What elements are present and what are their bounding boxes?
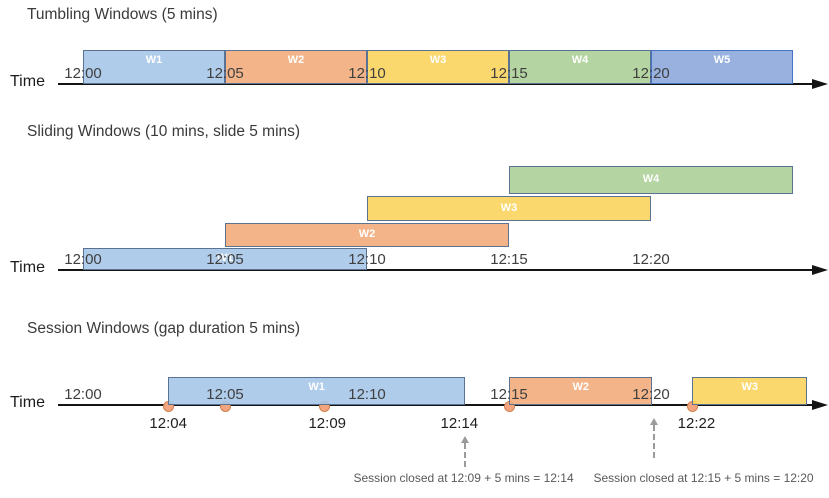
session-callout-text: Session closed at 12:15 + 5 mins = 12:20 [593,471,814,485]
session-callout-text: Session closed at 12:09 + 5 mins = 12:14 [353,471,574,485]
tumbling-window-w1 [83,50,225,84]
tumbling-window-label-w3: W3 [429,54,447,66]
sliding-tick-label: 12:20 [632,251,670,268]
sliding-timeline-axis [58,269,812,271]
sliding-time-axis-label: Time [10,259,45,276]
tumbling-tick-label: 12:15 [490,65,528,82]
sliding-title: Sliding Windows (10 mins, slide 5 mins) [27,123,301,140]
tumbling-title: Tumbling Windows (5 mins) [27,6,218,23]
sliding-window-label-w2: W2 [358,228,376,240]
sliding-window-label-w3: W3 [500,201,518,214]
sliding-axis-arrowhead-icon [812,265,828,275]
tumbling-window-w2 [225,50,367,84]
sliding-window-w3 [367,196,651,221]
tumbling-window-label-w5: W5 [713,54,731,66]
tumbling-tick-label: 12:00 [64,65,102,82]
tumbling-tick-label: 12:05 [206,65,244,82]
tumbling-tick-label: 12:10 [348,65,386,82]
session-tick-label: 12:20 [632,386,670,403]
sliding-window-label-w4: W4 [642,173,660,185]
session-axis-arrowhead-icon [812,400,828,410]
session-timeline-axis [58,404,812,406]
tumbling-timeline-axis [58,83,812,85]
session-tick-label: 12:10 [348,386,386,403]
session-title: Session Windows (gap duration 5 mins) [27,320,301,337]
session-window-w1 [168,377,465,405]
sliding-window-w2 [225,223,509,247]
sliding-window-w1 [83,248,367,270]
session-window-w2 [509,377,653,405]
session-event-time-label: 12:04 [149,415,187,432]
session-callout-arrow-shaft [463,443,466,467]
tumbling-window-label-w1: W1 [145,54,163,66]
session-tick-label: 12:00 [64,386,102,403]
session-window-label-w2: W2 [572,381,589,393]
sliding-tick-label: 12:10 [348,251,386,268]
tumbling-window-w3 [367,50,509,84]
tumbling-axis-arrowhead-icon [812,79,828,89]
session-window-label-w1: W1 [308,381,325,393]
tumbling-window-label-w4: W4 [571,54,589,66]
tumbling-tick-label: 12:20 [632,65,670,82]
session-event-time-label: 12:22 [677,415,716,432]
sliding-tick-label: 12:00 [64,251,102,268]
tumbling-window-w5 [651,50,793,84]
tumbling-time-axis-label: Time [10,73,45,90]
session-event-time-label: 12:09 [308,415,347,432]
tumbling-window-label-w2: W2 [287,54,305,66]
session-time-axis-label: Time [10,394,45,411]
session-window-w3 [692,377,808,405]
session-callout-arrow-shaft [652,425,655,458]
session-window-label-w3: W3 [741,381,758,393]
tumbling-window-w4 [509,50,651,84]
sliding-tick-label: 12:15 [490,251,528,268]
session-callout-arrow-head-icon [649,418,658,425]
sliding-window-w4 [509,166,793,194]
session-event-time-label: 12:14 [440,415,479,432]
sliding-window-label-w1: W1 [216,252,234,264]
session-callout-arrow-head-icon [460,436,469,443]
sliding-tick-label: 12:05 [206,251,244,268]
session-tick-label: 12:05 [206,386,244,403]
session-tick-label: 12:15 [490,386,528,403]
